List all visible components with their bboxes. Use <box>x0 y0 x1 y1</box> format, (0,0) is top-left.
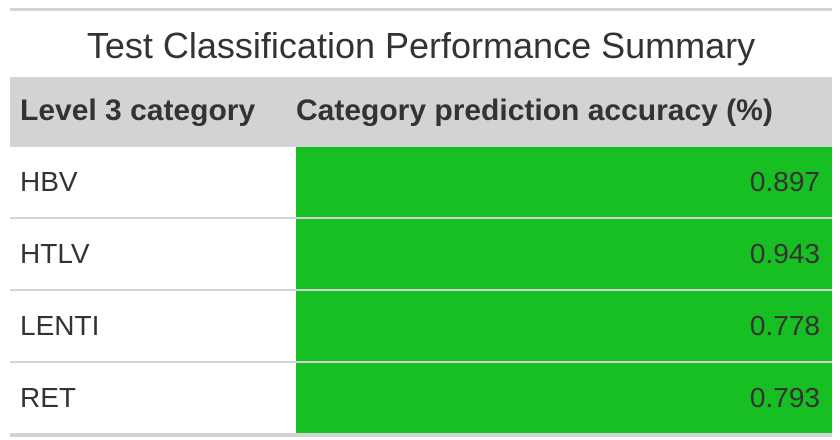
table-row: LENTI 0.778 <box>10 290 832 362</box>
accuracy-cell: 0.897 <box>296 146 832 218</box>
table-title: Test Classification Performance Summary <box>86 25 756 66</box>
table-row: RET 0.793 <box>10 362 832 433</box>
column-header-accuracy: Category prediction accuracy (%) <box>296 94 773 127</box>
header-row: Level 3 category Category prediction acc… <box>10 77 832 146</box>
table-row: HTLV 0.943 <box>10 218 832 290</box>
category-cell: HTLV <box>20 238 90 269</box>
accuracy-cell: 0.793 <box>296 362 832 433</box>
category-cell: RET <box>20 382 76 413</box>
summary-table: Level 3 category Category prediction acc… <box>10 77 832 433</box>
summary-table-container: Test Classification Performance Summary … <box>10 8 832 437</box>
category-cell: LENTI <box>20 310 100 341</box>
bottom-rule <box>10 433 832 437</box>
accuracy-cell: 0.778 <box>296 290 832 362</box>
accuracy-cell: 0.943 <box>296 218 832 290</box>
top-rule <box>10 8 832 11</box>
column-header-category: Level 3 category <box>20 94 256 127</box>
table-row: HBV 0.897 <box>10 146 832 218</box>
category-cell: HBV <box>20 166 78 197</box>
